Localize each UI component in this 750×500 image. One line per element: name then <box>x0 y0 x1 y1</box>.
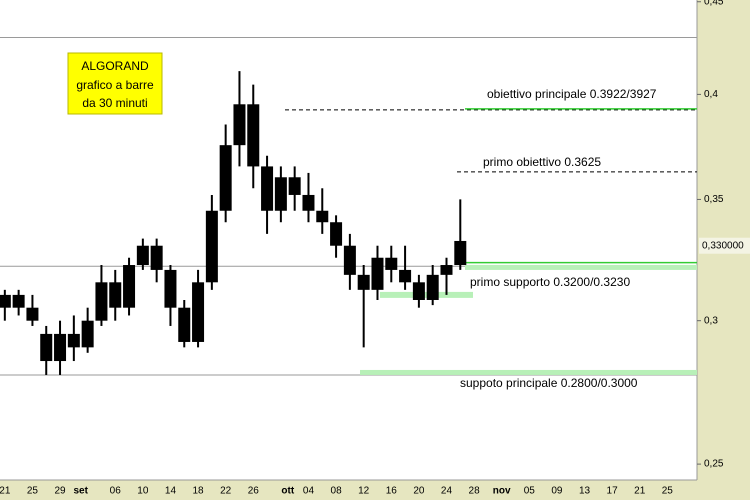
y-tick-label: 0,25 <box>704 459 724 470</box>
x-tick-label: 04 <box>303 486 315 497</box>
bar-body <box>330 222 343 246</box>
bar-body <box>67 333 80 348</box>
x-tick-label: 12 <box>358 486 370 497</box>
bar-body <box>123 265 136 308</box>
x-tick-label: 05 <box>524 486 536 497</box>
x-tick-label: 29 <box>54 486 66 497</box>
bar-body <box>164 269 177 308</box>
x-tick-label: 18 <box>192 486 204 497</box>
bar-body <box>261 166 274 211</box>
x-tick-label: 17 <box>607 486 619 497</box>
x-tick-label: 09 <box>551 486 563 497</box>
bar-body <box>95 282 108 321</box>
bar-body <box>54 333 67 362</box>
info-box <box>67 52 163 115</box>
x-tick-label: 22 <box>220 486 232 497</box>
bar-body <box>426 274 439 300</box>
x-tick-label: 13 <box>579 486 591 497</box>
x-axis-panel <box>0 480 750 500</box>
support-band <box>360 369 697 375</box>
bar-body <box>150 245 163 270</box>
y-tick-label: 0,45 <box>704 0 724 7</box>
x-tick-label: ott <box>281 486 294 497</box>
x-tick-label: nov <box>493 486 511 497</box>
bar-body <box>178 307 191 342</box>
x-tick-label: 21 <box>0 486 11 497</box>
bar-body <box>192 282 205 342</box>
bar-body <box>0 294 11 308</box>
info-text: grafico a barre <box>76 78 154 92</box>
bar-body <box>316 210 329 223</box>
annotation: obiettivo principale 0.3922/3927 <box>487 87 657 101</box>
bar-body <box>440 265 453 275</box>
bar-body <box>205 210 218 283</box>
bar-body <box>385 257 398 270</box>
bar-body <box>233 104 246 146</box>
plot: obiettivo principale 0.3922/3927 primo ob… <box>0 37 697 390</box>
bar-body <box>136 245 149 266</box>
bar-body <box>288 177 301 195</box>
x-tick-label: 20 <box>413 486 425 497</box>
y-tick-label: 0,4 <box>704 89 718 100</box>
bar-body <box>109 282 122 308</box>
support-band <box>465 264 697 270</box>
x-tick-label: 21 <box>634 486 646 497</box>
bar-body <box>26 307 39 321</box>
info-text: ALGORAND <box>81 59 149 73</box>
x-tick-label: 08 <box>331 486 343 497</box>
bar-body <box>371 257 384 290</box>
x-tick-label: 14 <box>165 486 177 497</box>
x-tick-label: set <box>74 486 89 497</box>
bar-body <box>219 145 232 211</box>
last-price-label: 0,330000 <box>702 240 744 251</box>
annotation: suppoto principale 0.2800/0.3000 <box>460 376 638 390</box>
bar-body <box>40 333 53 362</box>
x-tick-label: 28 <box>469 486 481 497</box>
x-tick-label: 25 <box>27 486 39 497</box>
zone <box>380 291 473 298</box>
annotation: primo obiettivo 0.3625 <box>483 155 601 169</box>
bar-body <box>454 240 467 266</box>
x-tick-label: 06 <box>110 486 122 497</box>
x-tick-label: 26 <box>248 486 260 497</box>
annotation: primo supporto 0.3200/0.3230 <box>470 275 630 289</box>
y-tick-label: 0,3 <box>704 315 718 326</box>
bar-body <box>274 177 287 211</box>
bar-body <box>343 245 356 275</box>
last-price-box <box>699 237 750 254</box>
bar-body <box>12 294 25 308</box>
bar-body <box>412 282 425 300</box>
y-tick-label: 0,35 <box>704 194 724 205</box>
x-tick-label: 10 <box>137 486 149 497</box>
x-tick-label: 24 <box>441 486 453 497</box>
bar-body <box>357 274 370 290</box>
x-tick-label: 25 <box>662 486 674 497</box>
bar-body <box>399 269 412 283</box>
bar-body <box>247 104 260 167</box>
bar-body <box>81 320 94 348</box>
bar-body <box>302 194 315 211</box>
info-text: da 30 minuti <box>82 96 147 110</box>
x-tick-label: 16 <box>386 486 398 497</box>
